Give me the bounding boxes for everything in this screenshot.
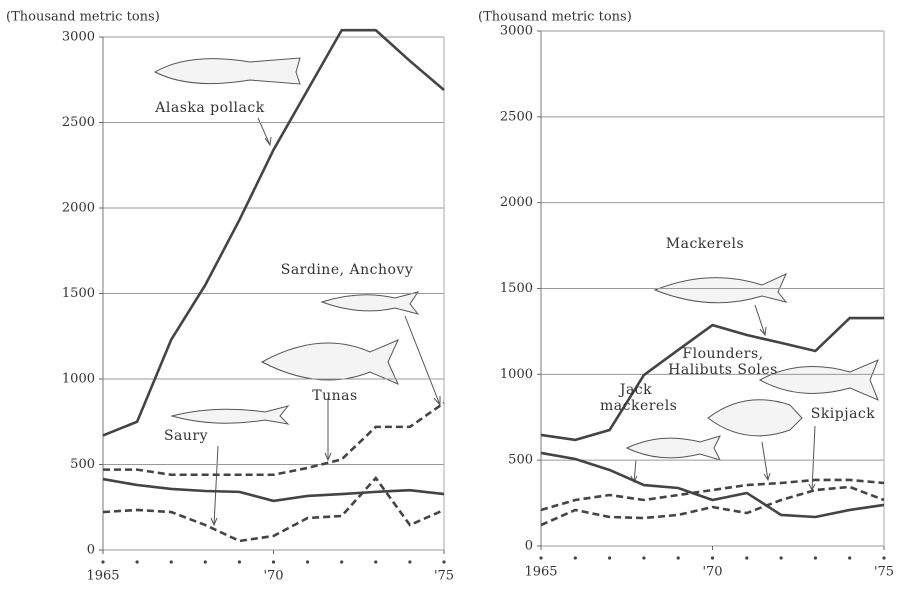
y-tick-label: 1000 bbox=[500, 367, 533, 382]
y-tick-label: 0 bbox=[87, 543, 95, 558]
year-dot bbox=[539, 556, 543, 560]
year-dot bbox=[779, 556, 783, 560]
y-tick-label: 1500 bbox=[62, 286, 95, 301]
fish-saury bbox=[170, 405, 290, 425]
arrow bbox=[404, 315, 441, 407]
arrow bbox=[324, 398, 332, 462]
year-dot bbox=[374, 560, 378, 564]
year-dot bbox=[608, 556, 612, 560]
fish-sardine bbox=[320, 291, 420, 315]
year-dot bbox=[813, 556, 818, 560]
x-tick-label: '75 bbox=[434, 569, 454, 584]
series-line bbox=[540, 478, 885, 512]
x-tick-label: '70 bbox=[702, 565, 722, 580]
series-label: Jack mackerels bbox=[600, 382, 678, 414]
fish-pollack bbox=[153, 57, 301, 85]
series-line bbox=[102, 477, 445, 503]
year-dot bbox=[676, 556, 680, 560]
year-dot bbox=[101, 560, 105, 564]
y-tick-label: 3000 bbox=[62, 30, 95, 45]
series-line bbox=[540, 451, 885, 519]
x-tick-label: 1965 bbox=[524, 565, 557, 580]
series-line bbox=[540, 316, 884, 442]
y-tick-label: 2500 bbox=[500, 109, 533, 124]
y-tick-label: 2000 bbox=[500, 195, 533, 210]
year-dot bbox=[882, 556, 886, 560]
year-dot bbox=[237, 560, 241, 564]
illustrations bbox=[153, 57, 879, 461]
year-dot bbox=[442, 560, 446, 564]
series-line bbox=[102, 475, 445, 543]
year-dot bbox=[135, 560, 139, 564]
series-label: Flounders, Halibuts Soles bbox=[668, 346, 778, 378]
x-tick-label: '70 bbox=[263, 569, 283, 584]
fish-skipjack bbox=[758, 359, 879, 401]
y-tick-label: 0 bbox=[525, 539, 533, 554]
year-dot bbox=[408, 560, 412, 564]
series-label: Alaska pollack bbox=[155, 100, 265, 116]
series-line bbox=[540, 485, 885, 527]
series-label: Tunas bbox=[312, 388, 358, 404]
year-dot bbox=[306, 560, 310, 564]
y-tick-label: 3000 bbox=[500, 24, 533, 39]
y-axis-label: (Thousand metric tons) bbox=[478, 10, 632, 25]
year-dot bbox=[848, 556, 852, 560]
y-tick-label: 1500 bbox=[500, 281, 533, 296]
series-label: Skipjack bbox=[810, 406, 876, 422]
year-dot bbox=[169, 560, 173, 564]
y-tick-label: 500 bbox=[508, 453, 533, 468]
y-tick-label: 1000 bbox=[62, 372, 95, 387]
series-line bbox=[102, 28, 445, 437]
year-dot bbox=[340, 560, 344, 564]
y-tick-label: 2500 bbox=[62, 115, 95, 130]
x-tick-label: 1965 bbox=[86, 569, 119, 584]
year-dot bbox=[271, 560, 276, 564]
series-label: Saury bbox=[163, 428, 209, 444]
year-dot bbox=[203, 560, 207, 564]
series-label: Mackerels bbox=[665, 236, 745, 252]
y-tick-label: 2000 bbox=[62, 201, 95, 216]
y-tick-label: 500 bbox=[70, 457, 95, 472]
arrow bbox=[210, 445, 219, 527]
fish-flounder bbox=[707, 399, 803, 437]
series-line bbox=[103, 401, 445, 477]
fish-tuna bbox=[260, 339, 399, 385]
year-dot bbox=[710, 556, 715, 560]
series-label: Sardine, Anchovy bbox=[280, 262, 414, 278]
fish-jack bbox=[625, 435, 721, 461]
year-dot bbox=[573, 556, 577, 560]
year-dot bbox=[745, 556, 749, 560]
arrow bbox=[754, 304, 767, 337]
y-axis-label: (Thousand metric tons) bbox=[6, 10, 160, 25]
arrow bbox=[761, 441, 771, 482]
x-tick-label: '75 bbox=[874, 565, 894, 580]
year-dot bbox=[642, 556, 646, 560]
